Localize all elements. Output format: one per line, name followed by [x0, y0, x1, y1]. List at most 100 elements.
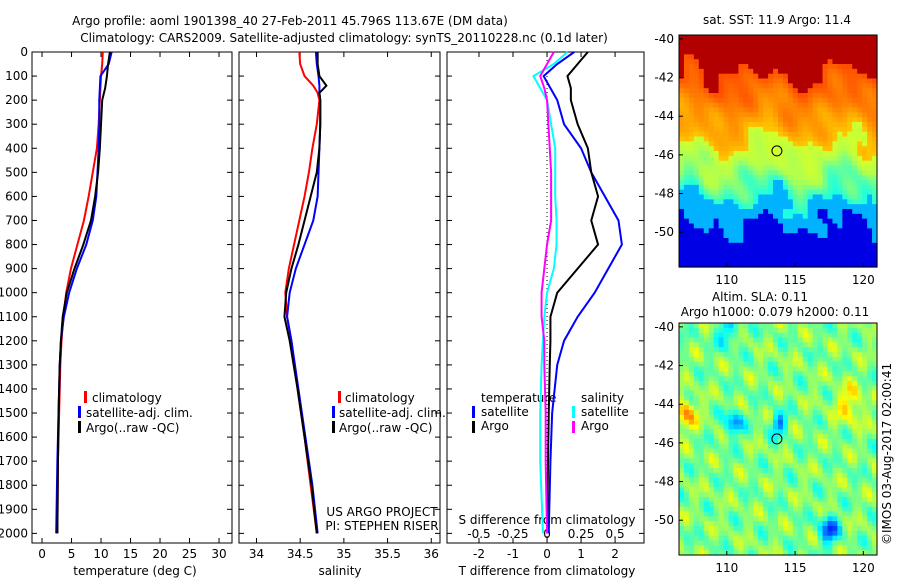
map-cell: [708, 352, 715, 358]
x-tick-label: 36: [424, 547, 439, 561]
map-cell: [743, 102, 749, 109]
map-cell: [708, 448, 715, 455]
map-cell: [693, 487, 700, 493]
map-cell: [728, 155, 735, 162]
map-cell: [787, 361, 794, 368]
map-cell: [753, 151, 759, 157]
map-cell: [733, 213, 739, 220]
map-cell: [847, 535, 853, 542]
map-cell: [812, 97, 819, 104]
map-cell: [688, 165, 695, 171]
map-cell: [842, 117, 848, 123]
map-cell: [872, 35, 878, 41]
map-cell: [748, 410, 754, 416]
map-cell: [822, 395, 829, 401]
map-cell: [802, 39, 809, 46]
map-cell: [693, 458, 700, 464]
map-cell: [837, 472, 843, 479]
map-cell: [743, 506, 749, 513]
map-cell: [693, 405, 700, 411]
map-cell: [738, 213, 744, 220]
map-cell: [718, 400, 725, 406]
map-cell: [743, 443, 749, 450]
map-cell: [817, 434, 824, 440]
map-cell: [778, 550, 784, 556]
map-cell: [862, 151, 868, 157]
map-cell: [679, 247, 685, 254]
map-cell: [857, 223, 863, 229]
map-cell: [703, 238, 710, 244]
map-cell: [733, 521, 739, 527]
map-cell: [688, 540, 695, 546]
map-cell: [728, 204, 735, 210]
map-cell: [778, 112, 784, 118]
map-cell: [753, 117, 759, 123]
map-cell: [728, 233, 735, 239]
map-cell: [743, 501, 749, 508]
map-cell: [778, 511, 784, 517]
map-cell: [872, 352, 878, 358]
map-cell: [817, 247, 824, 254]
map-cell: [842, 209, 848, 215]
map-cell: [768, 535, 774, 542]
map-cell: [679, 78, 685, 84]
map-cell: [797, 323, 804, 329]
map-cell: [708, 516, 715, 522]
map-cell: [862, 131, 868, 138]
map-cell: [718, 366, 725, 372]
map-cell: [842, 126, 848, 133]
y-tick-label: -48: [654, 187, 674, 201]
map-cell: [768, 165, 774, 171]
map-cell: [748, 511, 754, 517]
map-cell: [797, 550, 804, 556]
map-cell: [698, 117, 705, 123]
map-cell: [723, 117, 730, 123]
map-cell: [753, 487, 759, 493]
map-cell: [817, 78, 824, 84]
map-cell: [872, 64, 878, 70]
map-cell: [872, 337, 878, 343]
map-cell: [688, 352, 695, 358]
map-cell: [683, 141, 690, 147]
map-cell: [778, 492, 784, 498]
map-cell: [683, 472, 690, 479]
map-cell: [773, 262, 779, 268]
map-cell: [832, 424, 838, 430]
map-cell: [713, 209, 720, 215]
map-cell: [822, 155, 829, 162]
map-cell: [748, 501, 754, 508]
map-cell: [763, 439, 769, 445]
map-cell: [872, 44, 878, 51]
map-cell: [872, 131, 878, 138]
map-cell: [698, 189, 705, 196]
map-cell: [748, 381, 754, 387]
map-cell: [852, 233, 858, 239]
map-cell: [872, 218, 878, 225]
map-cell: [872, 530, 878, 537]
map-cell: [738, 342, 744, 348]
map-cell: [817, 327, 824, 334]
map-cell: [782, 424, 789, 430]
map-cell: [758, 540, 764, 546]
map-cell: [782, 155, 789, 162]
map-cell: [822, 385, 829, 392]
map-cell: [827, 410, 834, 416]
x-tick-label: 35: [336, 547, 351, 561]
map-cell: [708, 323, 715, 329]
map-cell: [797, 342, 804, 348]
map-cell: [852, 228, 858, 234]
map-cell: [827, 238, 834, 244]
map-cell: [748, 146, 754, 152]
map-cell: [797, 492, 804, 498]
map-cell: [792, 506, 799, 513]
map-cell: [852, 477, 858, 484]
map-cell: [867, 410, 873, 416]
map-cell: [698, 550, 705, 556]
map-cell: [753, 141, 759, 147]
map-cell: [748, 405, 754, 411]
map-cell: [708, 223, 715, 229]
map-cell: [832, 381, 838, 387]
map-cell: [758, 68, 764, 75]
map-cell: [837, 487, 843, 493]
map-cell: [728, 535, 735, 542]
